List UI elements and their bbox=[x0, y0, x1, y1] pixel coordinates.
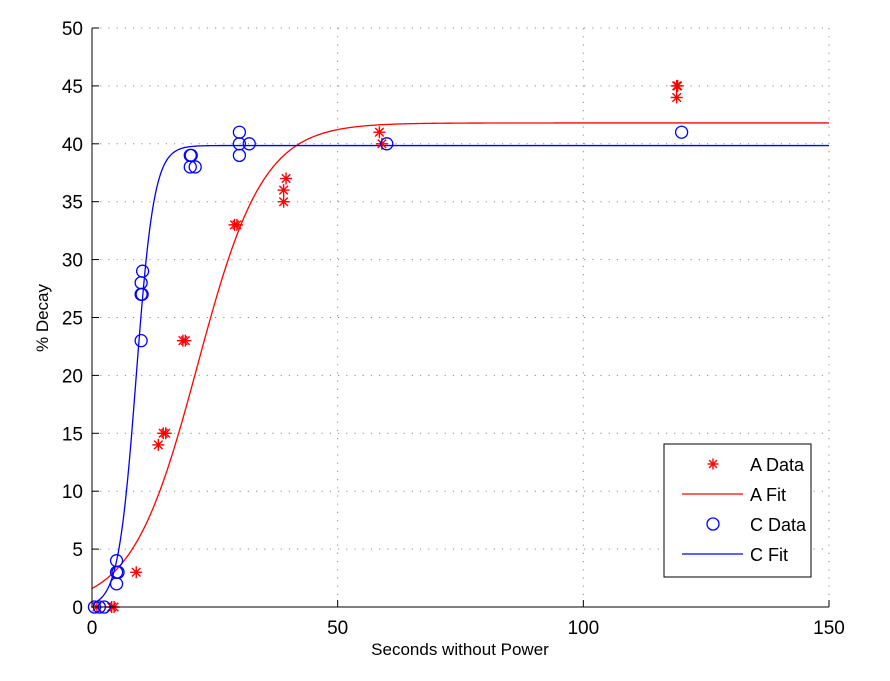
c-data-point bbox=[380, 137, 394, 151]
legend-box bbox=[663, 443, 812, 578]
a-data-point bbox=[373, 126, 386, 139]
c-data-point bbox=[135, 264, 150, 278]
y-tick-label: 30 bbox=[62, 251, 83, 272]
fit-curves bbox=[91, 122, 829, 605]
legend-label: A Data bbox=[750, 455, 805, 475]
a-fit-curve bbox=[91, 122, 829, 590]
legend: A Data A Fit C Data C Fit bbox=[663, 443, 812, 578]
legend-circle-icon bbox=[706, 517, 720, 531]
y-tick-label: 20 bbox=[62, 366, 83, 387]
y-tick-label: 35 bbox=[62, 193, 83, 214]
a-data-point bbox=[152, 438, 165, 451]
legend-label: C Data bbox=[750, 515, 807, 535]
x-tick-label: 0 bbox=[87, 618, 98, 639]
x-tick-label: 150 bbox=[813, 618, 845, 639]
c-data-point bbox=[232, 125, 247, 139]
c-data-point bbox=[674, 125, 689, 139]
data-markers bbox=[87, 79, 689, 614]
c-data-point bbox=[184, 148, 198, 163]
legend-label: A Fit bbox=[750, 485, 786, 505]
c-data-point bbox=[232, 148, 247, 163]
x-axis-label: Seconds without Power bbox=[371, 640, 549, 659]
a-data-point bbox=[670, 91, 683, 104]
c-data-point bbox=[134, 287, 148, 301]
y-tick-label: 10 bbox=[62, 482, 83, 503]
y-tick-label: 50 bbox=[62, 19, 83, 40]
a-data-point bbox=[671, 79, 684, 92]
legend-asterisk-icon bbox=[707, 458, 719, 470]
a-data-point bbox=[280, 172, 293, 185]
x-tick-label: 100 bbox=[567, 618, 599, 639]
a-data-point bbox=[277, 184, 290, 197]
c-data-point bbox=[134, 334, 148, 348]
y-tick-label: 0 bbox=[72, 598, 83, 619]
y-tick-label: 40 bbox=[62, 135, 83, 156]
y-axis-label: % Decay bbox=[33, 283, 52, 352]
c-data-point bbox=[134, 276, 148, 290]
legend-label: C Fit bbox=[750, 545, 788, 565]
a-data-point bbox=[159, 427, 172, 440]
axes bbox=[91, 27, 830, 608]
c-data-point bbox=[109, 577, 124, 591]
c-data-point bbox=[109, 554, 124, 568]
y-tick-label: 45 bbox=[62, 77, 83, 98]
y-tick-label: 25 bbox=[62, 309, 83, 330]
a-data-point bbox=[130, 566, 143, 579]
y-tick-label: 15 bbox=[62, 424, 83, 445]
c-fit-curve bbox=[91, 144, 829, 605]
a-data-point bbox=[179, 334, 192, 347]
c-data-point bbox=[188, 160, 202, 174]
y-tick-label: 5 bbox=[72, 540, 83, 561]
c-data-point bbox=[183, 148, 197, 163]
x-tick-label: 50 bbox=[327, 618, 348, 639]
a-data-point bbox=[230, 218, 243, 231]
a-data-point bbox=[277, 195, 290, 208]
tick-labels: 0 5 10 15 20 25 30 35 40 45 50 0 50 100 150 bbox=[62, 19, 845, 639]
c-data-point bbox=[242, 137, 256, 151]
